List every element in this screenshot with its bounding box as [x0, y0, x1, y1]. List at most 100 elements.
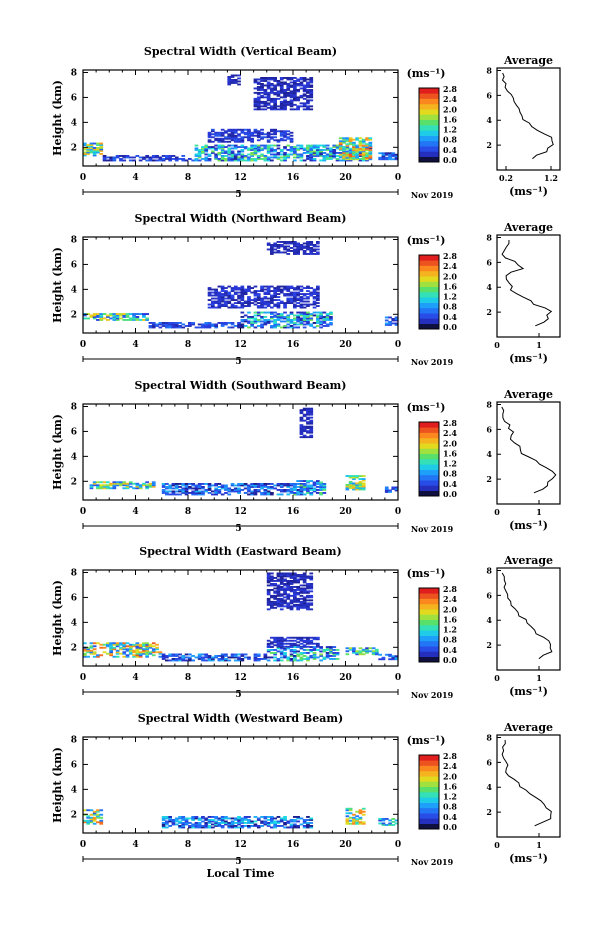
heatmap-cell [204, 158, 209, 160]
heatmap-cell [207, 655, 212, 657]
heatmap-cell [266, 589, 271, 591]
heatmap-cell [286, 602, 291, 605]
heatmap-cell [102, 646, 107, 649]
heatmap-cell [270, 320, 274, 323]
heatmap-cell [322, 146, 327, 148]
heatmap-cell [319, 650, 323, 653]
heatmap-cell [306, 303, 310, 306]
colorbar-tick-label: 0.4 [443, 645, 457, 655]
heatmap-cell [266, 293, 271, 295]
heatmap-cell [132, 482, 136, 485]
panel-3: Spectral Width (Eastward Beam)0 4 8 12 16 20 0… [51, 545, 561, 700]
heatmap-cell [335, 152, 340, 154]
heatmap-cell [211, 300, 215, 303]
heatmap-cell [293, 600, 297, 603]
heatmap-cell [83, 147, 87, 149]
heatmap-cell [266, 816, 271, 818]
heatmap-cell [92, 150, 97, 152]
heatmap-cell [302, 80, 307, 82]
heatmap-cell [266, 486, 271, 488]
heatmap-cell [302, 480, 307, 482]
heatmap-cell [355, 651, 359, 654]
heatmap-cell [220, 820, 225, 823]
average-x-tick-label: 0.2 [499, 173, 513, 183]
heatmap-cell [270, 826, 274, 829]
y-axis-label: Height (km) [51, 247, 64, 323]
heatmap-cell [309, 434, 314, 437]
heatmap-cell [204, 819, 209, 821]
heatmap-cell [322, 650, 327, 653]
heatmap-cell [83, 148, 87, 151]
heatmap-cell [286, 153, 291, 156]
heatmap-cell [306, 822, 310, 824]
heatmap-cell [250, 492, 254, 494]
heatmap-cell [345, 475, 350, 477]
heatmap-cell [293, 294, 297, 297]
heatmap-cell [306, 492, 310, 494]
heatmap-cell [171, 493, 176, 496]
heatmap-cell [306, 421, 310, 424]
heatmap-cell [276, 90, 281, 93]
heatmap-cell [279, 317, 284, 320]
heatmap-cell [181, 487, 186, 490]
heatmap-cell [243, 816, 248, 818]
heatmap-cell [89, 651, 94, 654]
heatmap-cell [270, 84, 274, 87]
heatmap-cell [197, 817, 202, 820]
heatmap-cell [306, 84, 310, 87]
heatmap-cell [207, 306, 212, 309]
heatmap-cell [227, 147, 232, 150]
heatmap-cell [270, 605, 274, 608]
heatmap-cell [296, 597, 300, 600]
heatmap-cell [122, 159, 127, 162]
heatmap-cell [273, 603, 277, 606]
heatmap-cell [306, 317, 310, 320]
heatmap-cell [240, 150, 245, 153]
heatmap-cell [286, 91, 291, 94]
heatmap-cell [299, 77, 304, 79]
heatmap-cell [283, 139, 287, 142]
heatmap-cell [240, 140, 245, 143]
heatmap-cell [296, 311, 300, 314]
heatmap-cell [256, 130, 261, 133]
heatmap-cell [345, 653, 350, 656]
heatmap-cell [283, 83, 287, 85]
heatmap-cell [283, 106, 287, 109]
heatmap-cell [112, 642, 117, 645]
heatmap-cell [89, 642, 94, 645]
heatmap-cell [302, 415, 307, 418]
heatmap-cell [148, 646, 153, 649]
heatmap-cell [197, 653, 202, 656]
heatmap-cell [168, 486, 172, 488]
heatmap-cell [171, 483, 176, 485]
heatmap-cell [191, 816, 195, 818]
heatmap-cell [286, 78, 291, 81]
x-tick-label: 16 [287, 507, 300, 517]
heatmap-cell [151, 322, 156, 324]
heatmap-cell [355, 810, 359, 813]
heatmap-cell [273, 600, 277, 603]
colorbar-segment [419, 292, 439, 298]
heatmap-cell [391, 658, 396, 661]
panel-title: Spectral Width (Northward Beam) [135, 212, 347, 225]
heatmap-cell [240, 311, 245, 314]
heatmap-cell [128, 317, 133, 320]
heatmap-cell [296, 591, 300, 594]
heatmap-cell [247, 305, 251, 307]
heatmap-cell [381, 658, 386, 661]
heatmap-cell [270, 652, 274, 654]
heatmap-cell [309, 149, 314, 151]
heatmap-cell [135, 487, 140, 490]
heatmap-cell [240, 302, 245, 304]
heatmap-cell [86, 646, 90, 649]
heatmap-cell [184, 653, 189, 656]
heatmap-cell [240, 299, 245, 301]
date-day: 5 [235, 357, 241, 367]
heatmap-cell [125, 485, 130, 488]
heatmap-cell [106, 314, 110, 317]
heatmap-cell [155, 155, 159, 157]
heatmap-cell [391, 319, 396, 322]
x-tick-label: 0 [395, 173, 401, 183]
heatmap-cell [194, 816, 199, 818]
heatmap-cell [384, 158, 389, 161]
